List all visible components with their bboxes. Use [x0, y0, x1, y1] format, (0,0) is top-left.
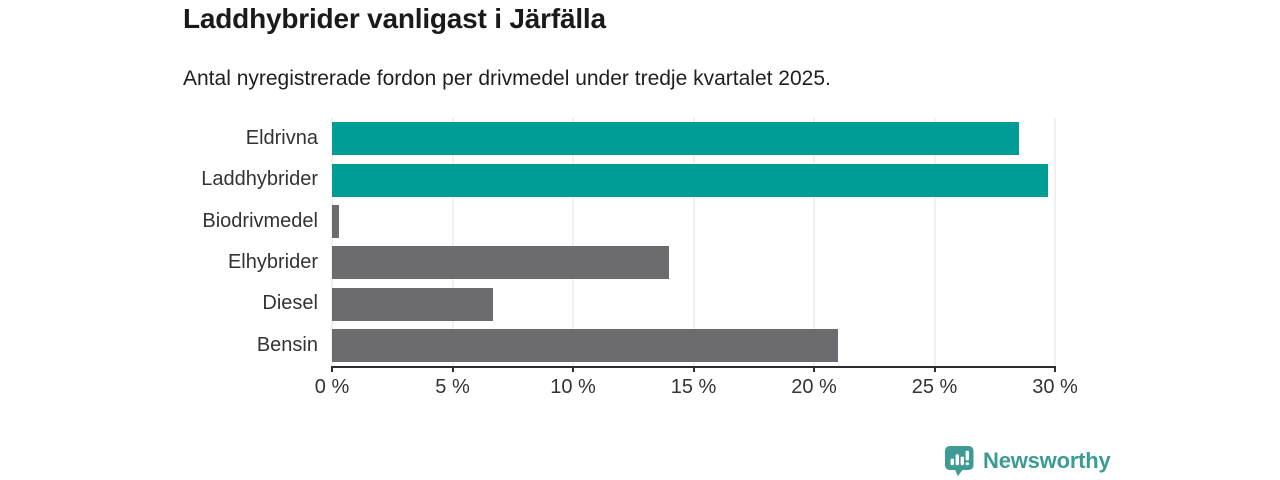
- newsworthy-logo: Newsworthy: [945, 446, 1111, 477]
- bar-laddhybrider: [332, 163, 1048, 197]
- x-axis-tick: [572, 366, 574, 372]
- gridline: [1054, 118, 1056, 366]
- gridline: [572, 118, 574, 366]
- bar-bensin: [332, 328, 839, 362]
- bar-diesel: [332, 287, 494, 321]
- gridline: [331, 118, 333, 366]
- plot-area: 0 % 5 % 10 % 15 % 20 % 25 % 30 %: [315, 118, 1078, 398]
- category-label: Elhybrider: [227, 251, 318, 274]
- x-axis-tick-label: 30 %: [1032, 376, 1078, 398]
- x-axis-tick: [813, 366, 815, 372]
- x-axis-tick: [1054, 366, 1056, 372]
- x-axis-tick-label: 0 %: [314, 376, 350, 398]
- chart-title: Laddhybrider vanligast i Järfälla: [183, 3, 606, 34]
- x-axis-tick-label: 20 %: [791, 376, 837, 398]
- x-axis-tick-label: 15 %: [670, 376, 717, 398]
- x-axis-tick: [451, 366, 454, 372]
- bar-eldrivna: [332, 122, 1019, 156]
- x-axis-tick: [331, 366, 333, 372]
- category-label: Laddhybrider: [201, 168, 318, 191]
- x-axis-tick-label: 25 %: [911, 376, 958, 398]
- x-axis-tick-label: 5 %: [435, 376, 470, 398]
- gridline: [813, 118, 815, 366]
- category-label: Diesel: [262, 292, 318, 315]
- gridline: [452, 118, 453, 366]
- category-label: Bensin: [256, 333, 318, 356]
- x-axis-tick: [692, 366, 695, 372]
- category-label: Eldrivna: [245, 127, 318, 150]
- chart-subtitle: Antal nyregistrerade fordon per drivmede…: [183, 67, 831, 90]
- newsworthy-logo-text: Newsworthy: [983, 448, 1111, 473]
- y-axis-category-labels: Eldrivna Laddhybrider Biodrivmedel Elhybrid…: [0, 118, 318, 366]
- gridline: [693, 118, 694, 366]
- x-axis-tick: [933, 366, 936, 372]
- bar-biodrivmedel: [332, 204, 340, 238]
- newsworthy-logo-icon: [945, 446, 974, 477]
- x-axis-tick-label: 10 %: [550, 376, 596, 398]
- bar-elhybrider: [332, 246, 670, 280]
- category-label: Biodrivmedel: [202, 209, 318, 232]
- gridline: [934, 118, 935, 366]
